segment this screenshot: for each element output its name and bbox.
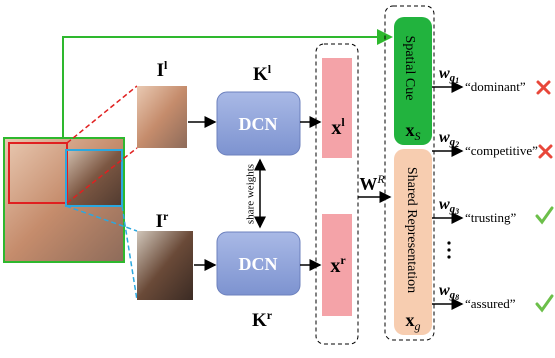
crop-line <box>67 86 137 143</box>
shared-label: Shared Representation <box>404 167 419 293</box>
check-icon <box>537 296 552 310</box>
input-label: Ir <box>156 209 169 232</box>
weight-label: wg2 <box>439 129 459 149</box>
output-label: “competitive” <box>465 143 538 158</box>
left-face <box>137 86 187 148</box>
weight-label: wg1 <box>439 65 459 85</box>
output-label: “trusting” <box>465 210 516 225</box>
weight-label: wg8 <box>439 282 459 302</box>
ellipsis-dot <box>447 248 450 251</box>
input-label: Il <box>157 58 168 81</box>
share-label: share weights <box>245 164 257 224</box>
ellipsis-dot <box>447 241 450 244</box>
output-label: “assured” <box>465 296 516 311</box>
kernel-label: Kl <box>253 62 272 85</box>
cross-icon <box>540 146 551 157</box>
weight-label: wg3 <box>439 196 459 216</box>
output-label: “dominant” <box>465 79 526 94</box>
cross-icon <box>538 82 549 93</box>
feature-bar <box>322 58 352 158</box>
check-icon <box>537 208 552 222</box>
projection-label: WR <box>359 172 385 194</box>
ellipsis-dot <box>447 255 450 258</box>
kernel-label: Kr <box>252 308 273 331</box>
right-face <box>137 231 193 300</box>
dcn-label: DCN <box>239 254 278 274</box>
dcn-label: DCN <box>239 114 278 134</box>
diagram: Il Ir DCN DCN Kl Kr share weights xl xr … <box>0 0 555 358</box>
spatial-label: Spatial Cue <box>402 36 417 101</box>
outputs: wg1 “dominant” wg2 “competitive” wg3 “trustin… <box>432 65 538 311</box>
